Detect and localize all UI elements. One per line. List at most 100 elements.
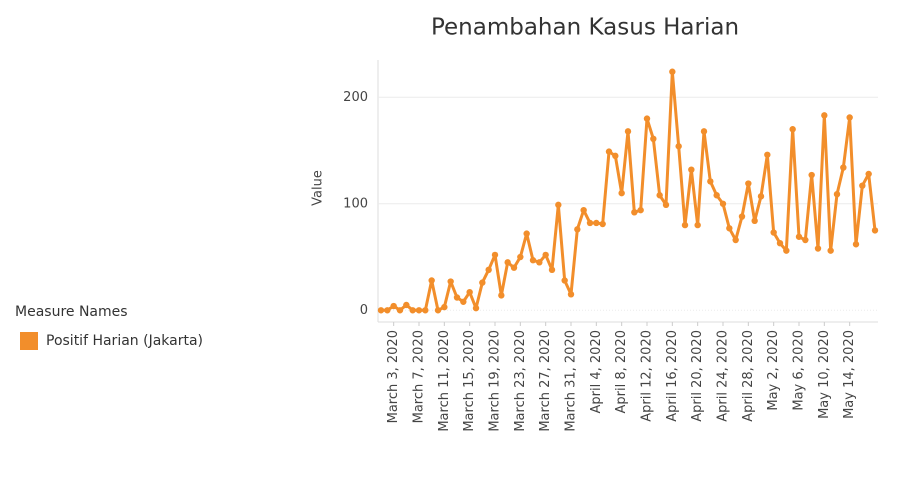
point bbox=[441, 303, 448, 311]
point bbox=[504, 259, 511, 266]
x-tick-label: April 24, 2020 bbox=[716, 330, 731, 422]
point bbox=[396, 307, 404, 314]
point bbox=[605, 148, 613, 155]
point bbox=[808, 171, 815, 179]
point bbox=[377, 307, 385, 314]
point bbox=[840, 164, 847, 171]
point bbox=[694, 221, 701, 229]
chart-title: Penambahan Kasus Harian bbox=[431, 15, 739, 41]
point bbox=[795, 233, 803, 240]
point bbox=[555, 201, 562, 209]
x-tick-label: April 28, 2020 bbox=[741, 330, 756, 422]
x-tick-label: April 12, 2020 bbox=[640, 330, 655, 422]
x-tick-label: April 4, 2020 bbox=[589, 330, 604, 413]
point bbox=[707, 178, 714, 185]
point bbox=[618, 189, 625, 197]
point bbox=[422, 307, 429, 314]
point bbox=[415, 307, 423, 314]
point bbox=[479, 279, 486, 286]
x-tick-label: March 15, 2020 bbox=[462, 330, 477, 432]
x-tick-label: May 10, 2020 bbox=[817, 330, 832, 419]
x-tick-label: March 23, 2020 bbox=[513, 330, 528, 432]
point bbox=[637, 206, 644, 214]
point bbox=[593, 219, 600, 227]
point bbox=[574, 226, 581, 233]
y-tick-label: 200 bbox=[343, 90, 368, 105]
point bbox=[719, 200, 727, 207]
x-tick-label: March 3, 2020 bbox=[386, 330, 401, 423]
point bbox=[852, 241, 860, 248]
point bbox=[548, 266, 556, 274]
point bbox=[745, 180, 752, 187]
point bbox=[814, 245, 822, 252]
point bbox=[409, 307, 416, 314]
point bbox=[821, 112, 828, 119]
point bbox=[485, 266, 492, 274]
point bbox=[713, 192, 720, 199]
point bbox=[466, 288, 473, 296]
point bbox=[827, 247, 834, 254]
point bbox=[434, 307, 442, 314]
point bbox=[833, 190, 841, 198]
point bbox=[643, 115, 651, 122]
point bbox=[428, 277, 435, 284]
legend-title: Measure Names bbox=[15, 304, 128, 320]
point bbox=[783, 247, 790, 254]
point bbox=[757, 193, 765, 200]
x-tick-label: March 7, 2020 bbox=[412, 330, 427, 423]
x-tick-label: March 27, 2020 bbox=[538, 330, 553, 432]
point bbox=[681, 221, 689, 229]
point bbox=[764, 151, 771, 158]
point bbox=[662, 201, 670, 209]
y-tick-label: 100 bbox=[343, 196, 368, 211]
y-axis-title: Value bbox=[311, 170, 326, 206]
x-tick-label: May 6, 2020 bbox=[792, 330, 807, 411]
point bbox=[599, 220, 606, 228]
point bbox=[460, 298, 467, 305]
point bbox=[612, 152, 619, 160]
point bbox=[738, 213, 746, 220]
line bbox=[381, 70, 877, 312]
point bbox=[586, 219, 594, 227]
point bbox=[700, 128, 708, 135]
x-tick-label: April 20, 2020 bbox=[690, 330, 705, 422]
point bbox=[865, 170, 872, 178]
point bbox=[732, 236, 739, 244]
point bbox=[498, 292, 505, 299]
x-tick-label: March 19, 2020 bbox=[488, 330, 503, 432]
point bbox=[561, 277, 568, 284]
point bbox=[567, 291, 575, 298]
point bbox=[384, 307, 391, 314]
point bbox=[669, 68, 676, 75]
point bbox=[517, 253, 524, 261]
point bbox=[453, 294, 461, 301]
point bbox=[871, 227, 879, 234]
point bbox=[631, 209, 638, 216]
x-tick-label: March 11, 2020 bbox=[437, 330, 452, 432]
point bbox=[580, 206, 587, 214]
x-tick-label: March 31, 2020 bbox=[564, 330, 579, 432]
point bbox=[770, 229, 777, 236]
x-tick-label: May 14, 2020 bbox=[842, 330, 857, 419]
point bbox=[675, 143, 682, 150]
point bbox=[802, 236, 809, 244]
point bbox=[650, 135, 657, 143]
point bbox=[536, 259, 543, 266]
point bbox=[789, 126, 796, 133]
legend-label: Positif Harian (Jakarta) bbox=[46, 333, 203, 349]
point bbox=[542, 251, 549, 259]
x-tick-label: April 8, 2020 bbox=[614, 330, 629, 413]
point bbox=[656, 192, 663, 199]
point bbox=[447, 278, 454, 285]
legend-swatch bbox=[20, 332, 38, 350]
point bbox=[859, 182, 866, 189]
y-tick-label: 0 bbox=[360, 303, 368, 318]
point bbox=[390, 302, 397, 310]
point bbox=[523, 230, 530, 237]
point bbox=[491, 251, 499, 259]
point bbox=[403, 301, 410, 309]
point bbox=[624, 128, 632, 135]
x-tick-label: May 2, 2020 bbox=[766, 330, 781, 411]
point bbox=[472, 304, 480, 312]
